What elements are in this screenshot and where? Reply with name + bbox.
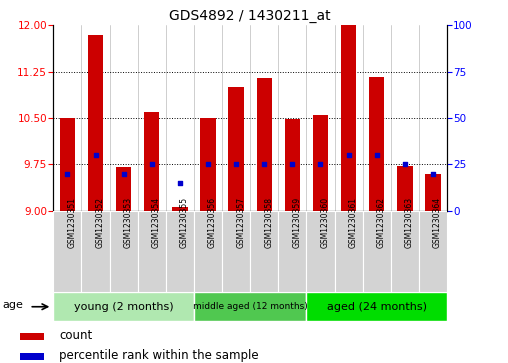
Bar	[278, 211, 306, 292]
Point	[91, 152, 100, 158]
Bar	[313, 115, 328, 211]
Bar	[194, 292, 306, 321]
Text: young (2 months): young (2 months)	[74, 302, 173, 312]
Bar	[363, 211, 391, 292]
Text: GSM1230354: GSM1230354	[152, 197, 161, 248]
Bar	[335, 211, 363, 292]
Text: aged (24 months): aged (24 months)	[327, 302, 427, 312]
Bar	[306, 292, 447, 321]
Point	[204, 161, 212, 167]
Bar	[425, 174, 441, 211]
Bar	[59, 118, 75, 211]
Bar	[194, 211, 222, 292]
Bar	[250, 211, 278, 292]
Point	[289, 161, 297, 167]
Text: GSM1230353: GSM1230353	[123, 197, 133, 248]
Bar	[166, 211, 194, 292]
Title: GDS4892 / 1430211_at: GDS4892 / 1430211_at	[169, 9, 331, 23]
Point	[316, 161, 325, 167]
Text: GSM1230356: GSM1230356	[208, 197, 217, 248]
Point	[344, 152, 353, 158]
Point	[401, 161, 409, 167]
Text: GSM1230351: GSM1230351	[68, 197, 76, 248]
Bar	[144, 112, 160, 211]
Text: middle aged (12 months): middle aged (12 months)	[193, 302, 307, 311]
Text: GSM1230362: GSM1230362	[377, 197, 386, 248]
Bar	[257, 78, 272, 211]
Bar	[419, 211, 447, 292]
Text: GSM1230361: GSM1230361	[348, 197, 358, 248]
Bar	[88, 35, 103, 211]
Point	[232, 161, 240, 167]
Bar	[116, 167, 132, 211]
Text: count: count	[59, 329, 92, 342]
Point	[64, 171, 72, 176]
Bar	[53, 292, 194, 321]
Text: GSM1230363: GSM1230363	[405, 197, 414, 248]
Point	[119, 171, 128, 176]
Point	[373, 152, 381, 158]
Text: GSM1230360: GSM1230360	[321, 197, 330, 248]
Bar	[138, 211, 166, 292]
Bar	[397, 166, 412, 211]
Bar	[222, 211, 250, 292]
Text: percentile rank within the sample: percentile rank within the sample	[59, 349, 259, 362]
Bar	[110, 211, 138, 292]
Bar	[20, 333, 44, 340]
Bar	[306, 211, 335, 292]
Text: GSM1230352: GSM1230352	[96, 197, 105, 248]
Text: GSM1230364: GSM1230364	[433, 197, 442, 248]
Bar	[341, 25, 356, 211]
Bar	[200, 118, 216, 211]
Bar	[229, 87, 244, 211]
Text: GSM1230358: GSM1230358	[264, 197, 273, 248]
Bar	[284, 119, 300, 211]
Text: age: age	[3, 300, 23, 310]
Bar	[172, 207, 187, 211]
Point	[176, 180, 184, 186]
Point	[148, 161, 156, 167]
Bar	[81, 211, 110, 292]
Point	[260, 161, 268, 167]
Point	[429, 171, 437, 176]
Text: GSM1230355: GSM1230355	[180, 197, 189, 248]
Text: GSM1230357: GSM1230357	[236, 197, 245, 248]
Text: GSM1230359: GSM1230359	[293, 197, 301, 248]
Bar	[53, 211, 81, 292]
Bar	[20, 352, 44, 360]
Bar	[391, 211, 419, 292]
Bar	[369, 77, 385, 211]
